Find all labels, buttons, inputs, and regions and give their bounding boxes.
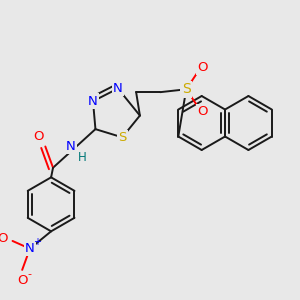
Text: O: O (197, 61, 208, 74)
Text: +: + (33, 237, 41, 247)
Text: S: S (118, 131, 126, 144)
Text: N: N (88, 95, 98, 108)
Text: N: N (65, 140, 75, 153)
Text: O: O (197, 105, 208, 118)
Text: -: - (28, 269, 32, 279)
Text: H: H (78, 151, 86, 164)
Text: O: O (0, 232, 8, 244)
Text: O: O (17, 274, 27, 287)
Text: S: S (182, 82, 190, 96)
Text: O: O (33, 130, 44, 143)
Text: N: N (113, 82, 123, 95)
Text: N: N (25, 242, 35, 255)
